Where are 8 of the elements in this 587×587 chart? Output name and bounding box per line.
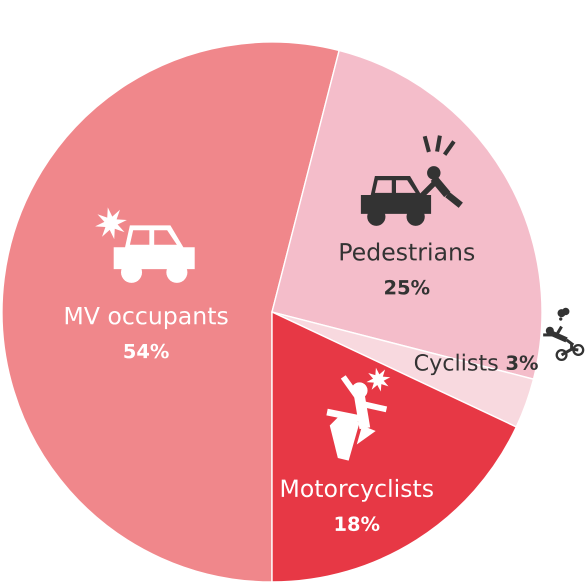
data-label: 18% xyxy=(336,516,380,532)
data-label: 3% xyxy=(506,355,538,370)
data-label: 54% xyxy=(124,344,169,358)
slice-label: MV occupants xyxy=(66,306,228,330)
slice-label: Motorcyclists xyxy=(282,478,433,502)
data-label: 25% xyxy=(385,280,430,295)
slice-label: Pedestrians xyxy=(340,242,474,261)
slice-label: Cyclists xyxy=(414,354,498,376)
